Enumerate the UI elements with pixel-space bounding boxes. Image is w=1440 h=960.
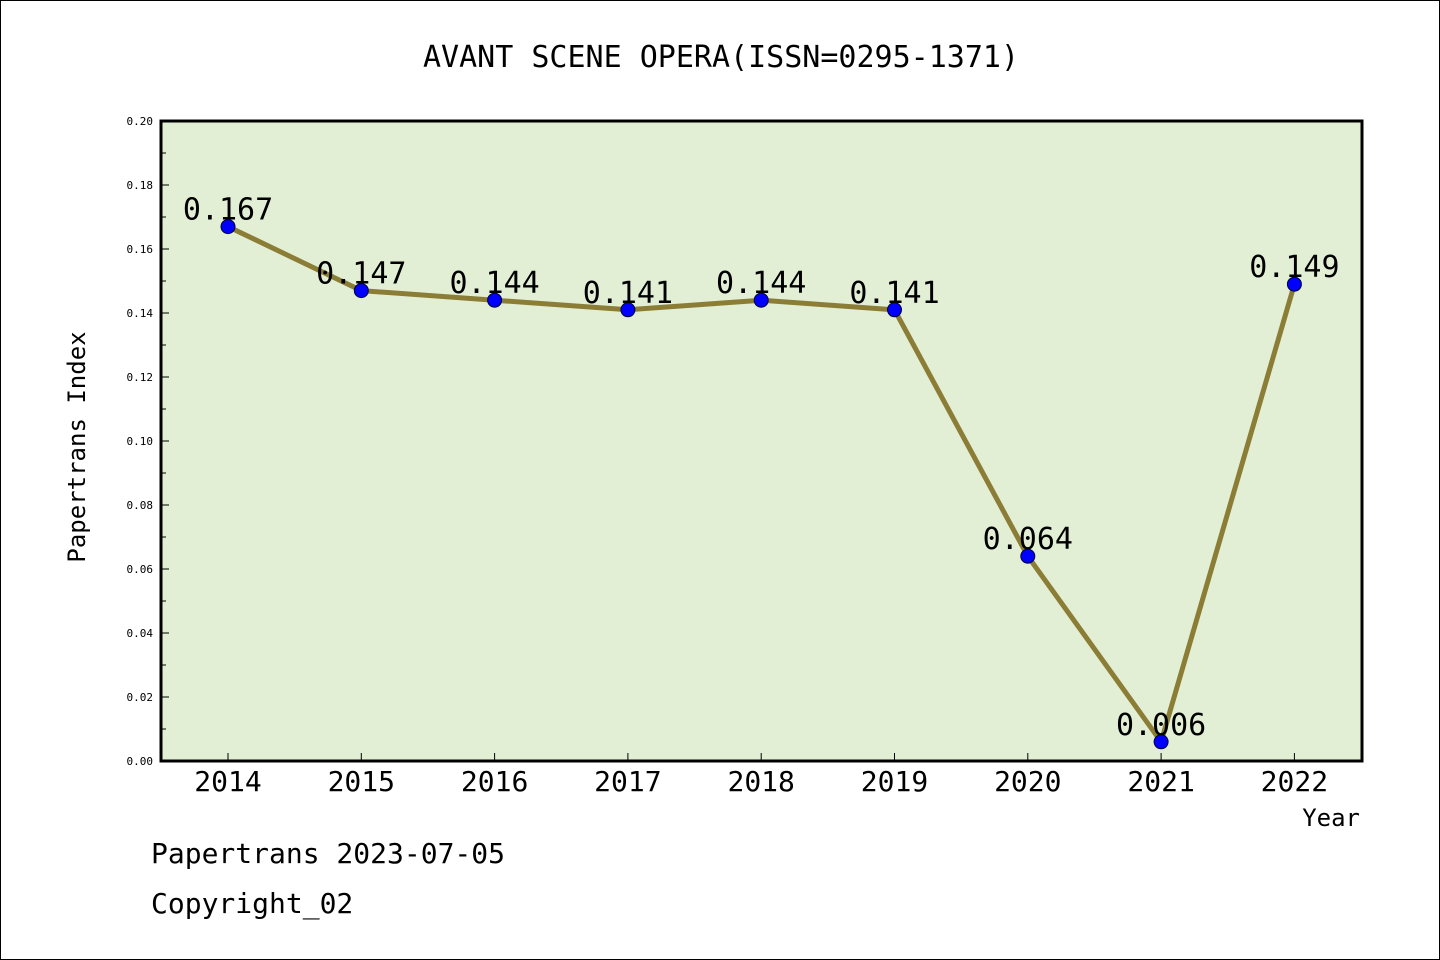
x-tick-label: 2021	[1127, 765, 1194, 798]
x-tick-label: 2017	[594, 765, 661, 798]
y-axis-ticks: 0.00 0.02 0.04 0.06 0.08 0.10 0.12 0.14 0.16 0.18…	[127, 115, 169, 768]
data-point	[753, 292, 769, 308]
data-label: 0.147	[316, 257, 406, 292]
data-point	[487, 292, 503, 308]
y-tick-label: 0.00	[127, 755, 154, 768]
data-labels: 0.167 0.147 0.144 0.141 0.144 0.141 0.064 0.006…	[183, 193, 1340, 743]
footer-copyright: Copyright_02	[151, 887, 354, 920]
series-markers	[220, 219, 1302, 750]
data-point	[1286, 276, 1302, 292]
y-tick-label: 0.06	[127, 563, 154, 576]
y-tick-label: 0.04	[127, 627, 154, 640]
x-axis-label: Year	[1302, 804, 1360, 832]
x-axis-ticks: 2014 2015 2016 2017 2018 2019 2020 2021 2022	[194, 753, 1328, 798]
y-tick-label: 0.10	[127, 435, 154, 448]
y-tick-label: 0.18	[127, 179, 154, 192]
chart-title: AVANT SCENE OPERA(ISSN=0295-1371)	[423, 40, 1019, 75]
data-point	[220, 219, 236, 235]
data-label: 0.144	[449, 266, 539, 301]
x-tick-label: 2016	[461, 765, 528, 798]
x-tick-label: 2018	[727, 765, 794, 798]
x-tick-label: 2022	[1261, 765, 1328, 798]
x-tick-label: 2014	[194, 765, 261, 798]
data-label: 0.149	[1249, 250, 1339, 285]
data-label: 0.144	[716, 266, 806, 301]
data-label: 0.064	[983, 522, 1073, 557]
data-point	[620, 302, 636, 318]
data-point	[1153, 734, 1169, 750]
data-label: 0.167	[183, 193, 273, 228]
data-point	[887, 302, 902, 318]
y-tick-label: 0.02	[127, 691, 154, 704]
y-tick-label: 0.20	[127, 115, 154, 128]
data-label: 0.141	[849, 276, 939, 311]
x-tick-label: 2015	[328, 765, 395, 798]
data-point	[1020, 548, 1036, 564]
x-tick-label: 2020	[994, 765, 1061, 798]
footer-date: Papertrans 2023-07-05	[151, 837, 506, 870]
y-axis-label: Papertrans Index	[63, 331, 91, 562]
data-label: 0.141	[583, 276, 673, 311]
y-tick-label: 0.08	[127, 499, 154, 512]
y-tick-label: 0.14	[127, 307, 154, 320]
data-label: 0.006	[1116, 708, 1206, 743]
x-tick-label: 2019	[861, 765, 928, 798]
data-point	[353, 283, 369, 299]
plot-area	[159, 119, 1364, 763]
y-tick-label: 0.16	[127, 243, 154, 256]
y-tick-label: 0.12	[127, 371, 154, 384]
